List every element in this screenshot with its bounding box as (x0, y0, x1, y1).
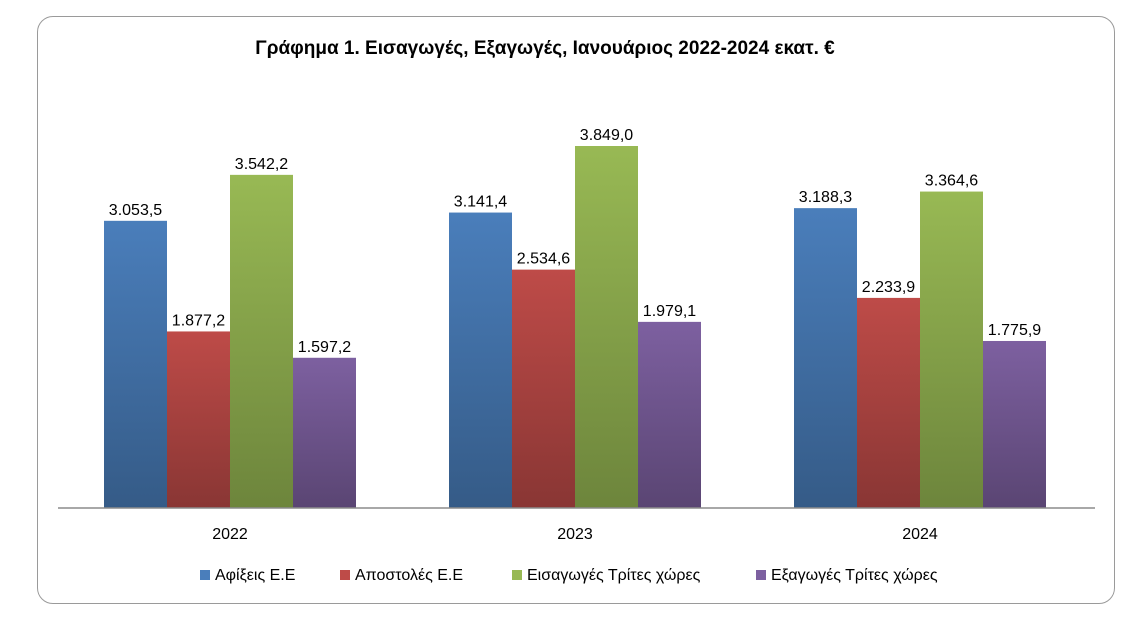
value-label-2023-series-3: 3.849,0 (580, 127, 633, 144)
bar-2022-series-2 (167, 331, 230, 508)
bar-2023-series-4 (638, 321, 701, 508)
value-label-2023-series-2: 2.534,6 (517, 251, 570, 268)
bar-2023-series-3 (575, 146, 638, 508)
value-label-2024-series-2: 2.233,9 (862, 279, 915, 296)
legend-swatch-2 (340, 570, 350, 580)
legend-swatch-4 (756, 570, 766, 580)
value-labels-group: 3.053,5 1.877,2 3.542,2 1.597,2 3.141,4 2.534… (109, 127, 1041, 356)
bars-group (104, 146, 1046, 509)
bar-2023-series-2 (512, 269, 575, 508)
value-label-2022-series-2: 1.877,2 (172, 312, 225, 329)
chart-frame (37, 16, 1115, 604)
value-label-2022-series-1: 3.053,5 (109, 202, 162, 219)
category-label-2023: 2023 (557, 526, 593, 543)
bar-2024-series-2 (857, 297, 920, 508)
bar-2024-series-3 (920, 191, 983, 508)
legend-label-3: Εισαγωγές Τρίτες χώρες (527, 567, 701, 584)
legend: Αφίξεις Ε.Ε Αποστολές Ε.Ε Εισαγωγές Τρίτες… (200, 567, 938, 584)
value-label-2023-series-1: 3.141,4 (454, 194, 507, 211)
bar-2022-series-4 (293, 357, 356, 508)
legend-label-2: Αποστολές Ε.Ε (355, 567, 463, 584)
category-label-2022: 2022 (212, 526, 248, 543)
legend-label-1: Αφίξεις Ε.Ε (215, 567, 295, 584)
chart-title: Γράφημα 1. Εισαγωγές, Εξαγωγές, Ιανουάρι… (255, 38, 835, 59)
bar-2023-series-1 (449, 212, 512, 509)
bar-2022-series-1 (104, 220, 167, 509)
value-label-2024-series-4: 1.775,9 (988, 322, 1041, 339)
legend-label-4: Εξαγωγές Τρίτες χώρες (771, 567, 938, 584)
bar-2024-series-4 (983, 340, 1046, 508)
legend-swatch-3 (512, 570, 522, 580)
value-label-2022-series-4: 1.597,2 (298, 339, 351, 356)
category-label-2024: 2024 (902, 526, 938, 543)
category-labels-group: 2022 2023 2024 (212, 526, 938, 543)
bar-2022-series-3 (230, 174, 293, 508)
bar-2024-series-1 (794, 208, 857, 508)
value-label-2023-series-4: 1.979,1 (643, 303, 696, 320)
value-label-2024-series-3: 3.364,6 (925, 173, 978, 190)
legend-swatch-1 (200, 570, 210, 580)
value-label-2024-series-1: 3.188,3 (799, 189, 852, 206)
value-label-2022-series-3: 3.542,2 (235, 156, 288, 173)
